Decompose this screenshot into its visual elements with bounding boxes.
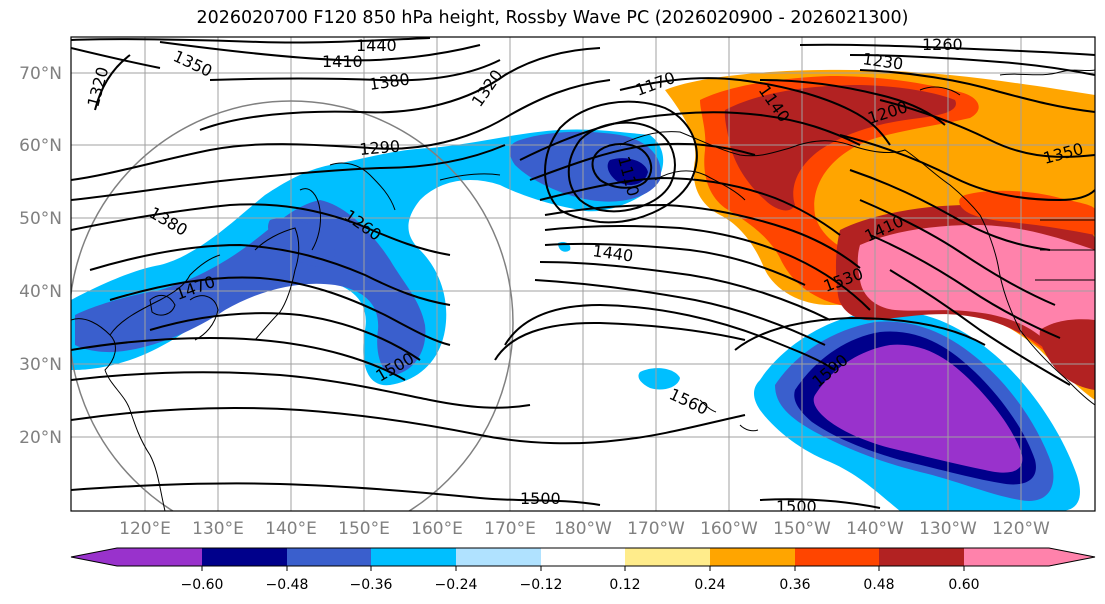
- shade-west-pacific-negative: [71, 129, 680, 390]
- lon-label: 140°W: [846, 519, 904, 539]
- colorbar-tick-label: −0.12: [520, 577, 563, 593]
- contour-label: 1260: [922, 35, 963, 54]
- shade-east-pacific-negative: [754, 310, 1080, 511]
- lon-label: 130°W: [919, 519, 977, 539]
- lon-label: 170°E: [484, 519, 536, 539]
- contour-label: 1500: [776, 497, 817, 516]
- contour-label: 1440: [356, 36, 397, 55]
- contour-label: 1290: [359, 137, 401, 159]
- map-content: 1440 1410 1350 1320 1380 1320 1170 1140 …: [71, 35, 1095, 516]
- colorbar-segment: [879, 548, 964, 566]
- lon-label: 140°E: [265, 519, 317, 539]
- colorbar-tick-label: −0.24: [435, 577, 478, 593]
- lat-label: 50°N: [19, 209, 62, 229]
- colorbar-segment: [541, 548, 625, 566]
- height-contours: [71, 37, 1095, 509]
- colorbar-tick-label: 0.60: [948, 577, 979, 593]
- colorbar-segment: [202, 548, 287, 566]
- range-circle: [71, 100, 514, 511]
- lat-label: 60°N: [19, 136, 62, 156]
- colorbar-segment: [625, 548, 710, 566]
- colorbar-segment: [964, 548, 1049, 566]
- latitude-labels: 70°N 60°N 50°N 40°N 30°N 20°N: [19, 64, 62, 448]
- lat-label: 30°N: [19, 355, 62, 375]
- colorbar-segment: [117, 548, 202, 566]
- colorbar-segment: [795, 548, 879, 566]
- lat-label: 40°N: [19, 282, 62, 302]
- colorbar-segment: [287, 548, 371, 566]
- colorbar-segment: [710, 548, 795, 566]
- contour-label: 1410: [322, 52, 363, 71]
- colorbar-tick-label: 0.36: [779, 577, 810, 593]
- lon-label: 170°W: [627, 519, 685, 539]
- lat-label: 70°N: [19, 64, 62, 84]
- colorbar-segment: [371, 548, 456, 566]
- colorbar-tick-label: −0.48: [266, 577, 309, 593]
- colorbar-tick-label: 0.12: [609, 577, 640, 593]
- lon-label: 160°W: [700, 519, 758, 539]
- colorbar-tick-label: −0.36: [350, 577, 393, 593]
- colorbar-extend-high: [1049, 548, 1095, 566]
- map-title: 2026020700 F120 850 hPa height, Rossby W…: [196, 8, 909, 28]
- colorbar: −0.60 −0.48 −0.36 −0.24 −0.12 0.12 0.24 …: [70, 547, 1096, 593]
- colorbar-tick-label: −0.60: [181, 577, 224, 593]
- colorbar-tick-label: 0.24: [694, 577, 725, 593]
- colorbar-segment: [456, 548, 541, 566]
- contour-label: 1500: [520, 489, 561, 508]
- lon-label: 120°E: [119, 519, 171, 539]
- lon-label: 150°E: [338, 519, 390, 539]
- colorbar-tick-label: 0.48: [863, 577, 894, 593]
- lon-label: 130°E: [192, 519, 244, 539]
- lon-label: 120°W: [992, 519, 1050, 539]
- colorbar-extend-low: [71, 548, 117, 566]
- longitude-labels: 120°E 130°E 140°E 150°E 160°E 170°E 180°…: [119, 519, 1050, 539]
- lon-label: 160°E: [411, 519, 463, 539]
- colorbar-outline: [70, 547, 1096, 567]
- lat-label: 20°N: [19, 428, 62, 448]
- map-frame: [70, 36, 1096, 512]
- lon-label: 150°W: [773, 519, 831, 539]
- lon-label: 180°W: [554, 519, 612, 539]
